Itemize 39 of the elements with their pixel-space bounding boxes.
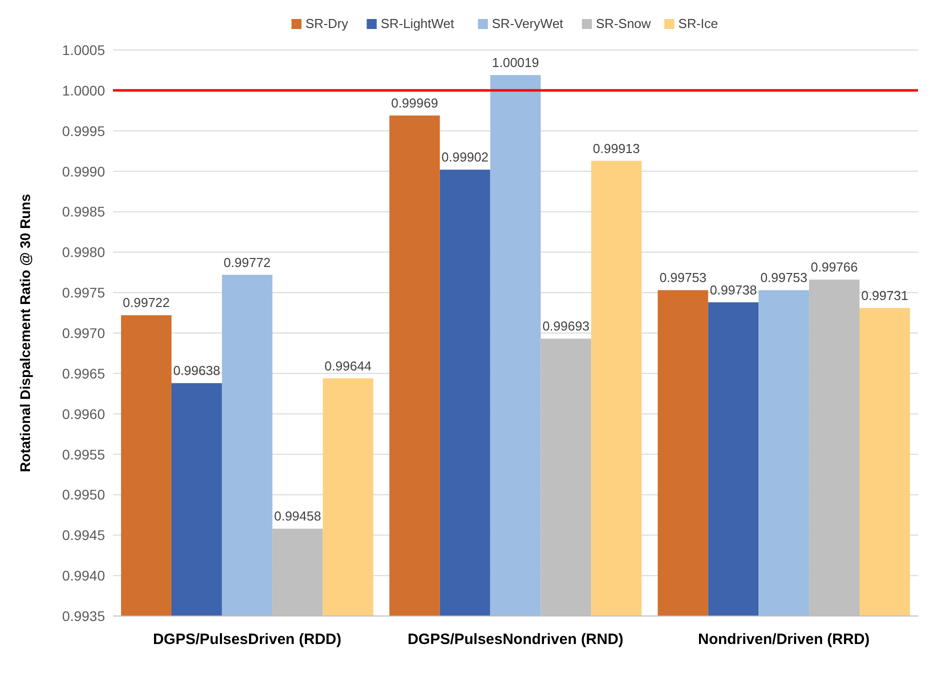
data-label: 0.99772: [224, 254, 271, 270]
y-tick-label: 0.9960: [62, 406, 106, 422]
data-label: 0.99766: [810, 260, 858, 275]
y-tick-label: 0.9965: [62, 365, 106, 382]
y-tick-label: 0.9990: [62, 163, 106, 180]
data-label: 1.00019: [492, 55, 539, 70]
data-label: 0.99902: [442, 150, 489, 165]
y-tick-label: 0.9970: [62, 325, 106, 341]
y-tick-label: 0.9935: [62, 608, 106, 624]
data-label: 0.99731: [861, 288, 908, 303]
data-label: 0.99753: [760, 270, 808, 286]
data-label: 0.99738: [710, 282, 757, 298]
y-tick-label: 0.9975: [62, 284, 106, 301]
y-axis-title: Rotational Dispalcement Ratio @ 30 Runs: [17, 194, 33, 472]
legend-label: SR-VeryWet: [492, 16, 564, 31]
data-label: 0.99693: [542, 318, 590, 334]
y-tick-label: 1.0000: [62, 82, 106, 98]
y-tick-label: 0.9945: [62, 527, 106, 544]
y-tick-label: 0.9950: [62, 486, 106, 503]
data-label: 0.99458: [274, 508, 322, 524]
data-label: 0.99913: [592, 140, 640, 156]
x-tick-label: DGPS/PulsesNondriven (RND): [408, 631, 624, 648]
legend-label: SR-LightWet: [380, 16, 455, 31]
legend-label: SR-Dry: [306, 16, 349, 31]
y-tick-label: 1.0005: [62, 42, 106, 58]
data-label: 0.99638: [173, 363, 220, 378]
data-label: 0.99753: [659, 270, 706, 286]
y-tick-label: 0.9940: [62, 568, 106, 584]
y-tick-label: 0.9985: [62, 204, 106, 220]
data-label: 0.99722: [122, 295, 170, 310]
x-tick-label: DGPS/PulsesDriven (RDD): [152, 631, 342, 648]
legend-label: SR-Ice: [678, 16, 718, 31]
legend-label: SR-Snow: [596, 16, 652, 31]
data-label: 0.99969: [391, 95, 438, 110]
y-tick-label: 0.9955: [62, 446, 106, 462]
y-tick-label: 0.9995: [62, 122, 106, 139]
x-tick-label: Nondriven/Driven (RRD): [698, 631, 870, 648]
y-tick-label: 0.9980: [62, 244, 106, 260]
data-label: 0.99644: [324, 358, 372, 374]
